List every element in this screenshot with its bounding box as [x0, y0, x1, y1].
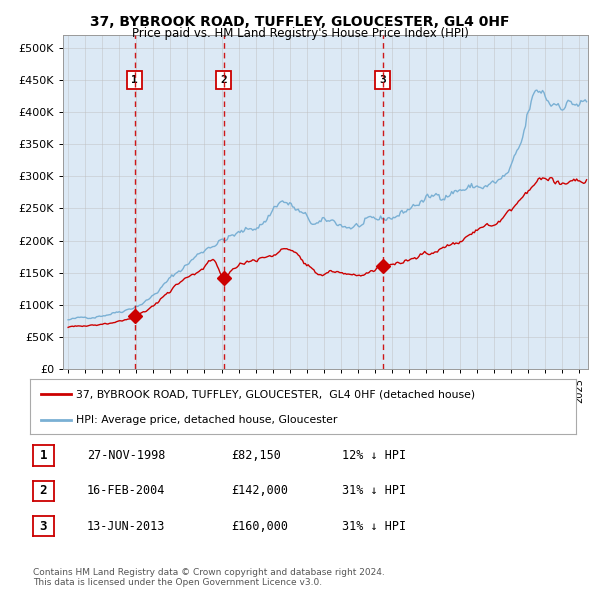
Text: 16-FEB-2004: 16-FEB-2004: [87, 484, 166, 497]
Text: HPI: Average price, detached house, Gloucester: HPI: Average price, detached house, Glou…: [76, 415, 338, 425]
Text: 2: 2: [220, 76, 227, 86]
Text: Price paid vs. HM Land Registry's House Price Index (HPI): Price paid vs. HM Land Registry's House …: [131, 27, 469, 40]
Text: Contains HM Land Registry data © Crown copyright and database right 2024.
This d: Contains HM Land Registry data © Crown c…: [33, 568, 385, 587]
Text: 13-JUN-2013: 13-JUN-2013: [87, 520, 166, 533]
Text: 27-NOV-1998: 27-NOV-1998: [87, 449, 166, 462]
Text: £82,150: £82,150: [231, 449, 281, 462]
Text: 37, BYBROOK ROAD, TUFFLEY, GLOUCESTER, GL4 0HF: 37, BYBROOK ROAD, TUFFLEY, GLOUCESTER, G…: [90, 15, 510, 29]
Text: 1: 1: [131, 76, 138, 86]
Text: 2: 2: [40, 484, 47, 497]
Text: 31% ↓ HPI: 31% ↓ HPI: [342, 520, 406, 533]
Text: 12% ↓ HPI: 12% ↓ HPI: [342, 449, 406, 462]
Text: 1: 1: [40, 449, 47, 462]
Text: £142,000: £142,000: [231, 484, 288, 497]
Text: 37, BYBROOK ROAD, TUFFLEY, GLOUCESTER,  GL4 0HF (detached house): 37, BYBROOK ROAD, TUFFLEY, GLOUCESTER, G…: [76, 389, 476, 399]
Text: 3: 3: [40, 520, 47, 533]
Text: 31% ↓ HPI: 31% ↓ HPI: [342, 484, 406, 497]
Text: £160,000: £160,000: [231, 520, 288, 533]
Text: 3: 3: [379, 76, 386, 86]
